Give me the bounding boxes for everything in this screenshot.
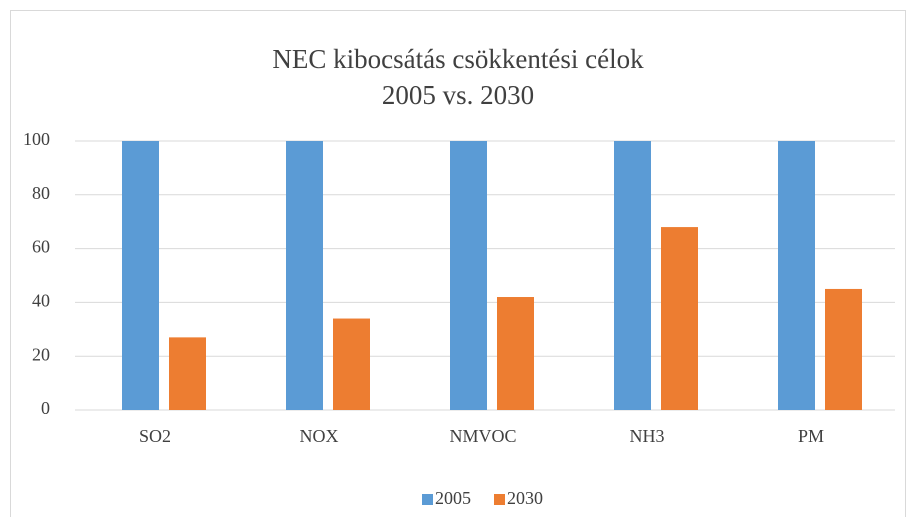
x-tick-label: PM xyxy=(798,426,824,446)
bar xyxy=(169,337,206,410)
y-tick-label: 0 xyxy=(41,398,50,418)
legend-swatch xyxy=(422,494,433,505)
bar xyxy=(286,141,323,410)
x-tick-label: NH3 xyxy=(630,426,665,446)
legend-swatch xyxy=(494,494,505,505)
bar xyxy=(497,297,534,410)
bar xyxy=(661,227,698,410)
bar xyxy=(450,141,487,410)
chart-title: NEC kibocsátás csökkentési célok xyxy=(272,44,644,74)
y-tick-label: 20 xyxy=(32,344,50,364)
y-tick-label: 100 xyxy=(23,129,50,149)
legend-label: 2030 xyxy=(507,488,543,508)
y-tick-label: 80 xyxy=(32,183,50,203)
x-tick-label: NMVOC xyxy=(449,426,516,446)
legend-label: 2005 xyxy=(435,488,471,508)
bar xyxy=(333,318,370,410)
bar xyxy=(122,141,159,410)
chart-subtitle: 2005 vs. 2030 xyxy=(382,80,534,110)
bar xyxy=(825,288,862,410)
y-tick-label: 40 xyxy=(32,291,50,311)
bar xyxy=(778,141,815,410)
x-tick-label: SO2 xyxy=(139,426,171,446)
x-tick-label: NOX xyxy=(300,426,339,446)
y-tick-label: 60 xyxy=(32,237,50,257)
bar xyxy=(614,141,651,410)
